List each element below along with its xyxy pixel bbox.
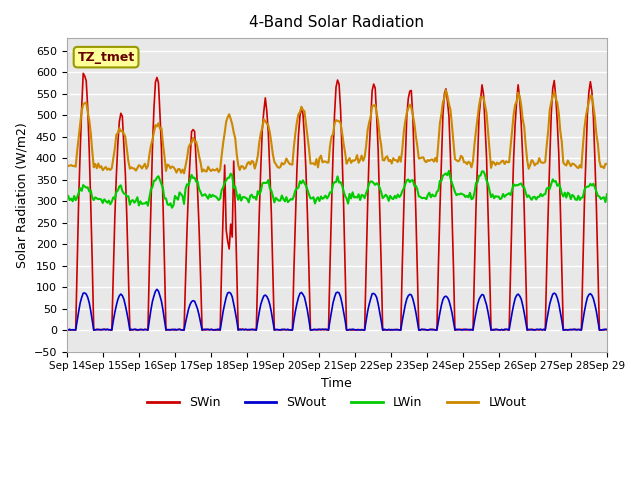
SWout [603, 326, 611, 332]
Line: SWin: SWin [67, 73, 607, 330]
SWin [72, 327, 79, 333]
SWout [153, 287, 161, 292]
Line: SWout: SWout [67, 289, 607, 330]
LWout [301, 108, 308, 114]
SWin [603, 327, 611, 333]
LWout [576, 162, 584, 168]
LWout [63, 162, 70, 168]
SWout [72, 327, 79, 333]
SWout [63, 326, 70, 332]
SWout [245, 326, 253, 332]
SWin [132, 327, 140, 333]
SWin [576, 326, 584, 332]
LWin [445, 168, 452, 174]
LWin [225, 175, 233, 180]
X-axis label: Time: Time [321, 377, 352, 390]
LWin [129, 197, 137, 203]
SWout [576, 327, 584, 333]
Line: LWout: LWout [67, 90, 607, 173]
SWin [79, 71, 87, 76]
SWin [63, 327, 70, 333]
LWout [252, 160, 260, 166]
LWout [180, 170, 188, 176]
SWout [227, 290, 234, 296]
Line: LWin: LWin [67, 171, 607, 208]
LWin [301, 180, 308, 186]
Y-axis label: Solar Radiation (W/m2): Solar Radiation (W/m2) [15, 122, 28, 268]
LWin [168, 205, 176, 211]
LWin [252, 197, 260, 203]
LWout [225, 111, 233, 117]
LWout [442, 87, 450, 93]
SWin [245, 327, 253, 333]
Title: 4-Band Solar Radiation: 4-Band Solar Radiation [250, 15, 424, 30]
LWout [243, 161, 251, 167]
Text: TZ_tmet: TZ_tmet [77, 51, 134, 64]
SWout [302, 300, 310, 306]
LWin [63, 195, 70, 201]
LWin [576, 197, 584, 203]
SWout [254, 318, 262, 324]
LWout [603, 161, 611, 167]
SWin [302, 168, 310, 173]
Legend: SWin, SWout, LWin, LWout: SWin, SWout, LWin, LWout [143, 391, 531, 414]
LWin [243, 196, 251, 202]
SWin [254, 267, 262, 273]
LWout [129, 166, 137, 171]
SWout [131, 326, 138, 332]
LWin [603, 192, 611, 197]
SWin [227, 221, 234, 227]
